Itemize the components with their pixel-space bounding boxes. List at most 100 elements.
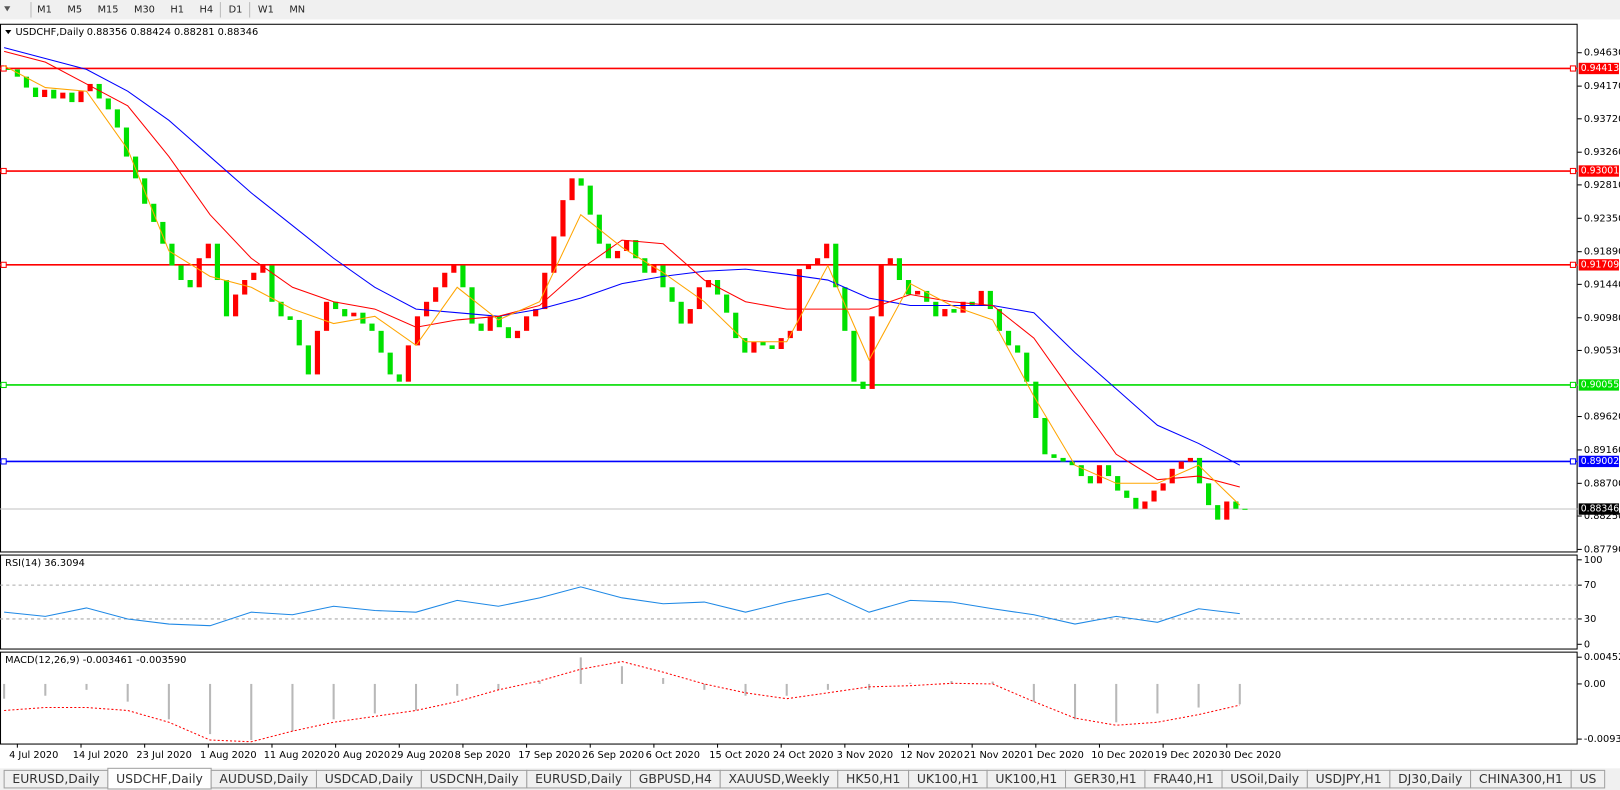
- rsi-line: [4, 586, 1240, 627]
- tab-label: AUDUSD,Daily: [219, 771, 308, 786]
- candle: [1096, 465, 1103, 484]
- rsi-pane: [0, 554, 1578, 650]
- candle: [487, 316, 493, 331]
- tab-label: USDCNH,Daily: [430, 771, 519, 786]
- line-anchor: [1569, 167, 1577, 175]
- collapse-arrow: [5, 29, 12, 35]
- candle: [505, 327, 511, 339]
- x-tick-label: 21 Nov 2020: [964, 750, 1027, 761]
- tab-label: HK50,H1: [846, 771, 900, 786]
- candle: [351, 312, 357, 317]
- candle: [1124, 490, 1130, 498]
- chart-tab[interactable]: USDCAD,Daily: [315, 769, 422, 789]
- chart-tab[interactable]: GBPUSD,H4: [630, 769, 721, 789]
- candle: [405, 345, 411, 382]
- candle: [342, 309, 348, 317]
- chart-tab[interactable]: US: [1570, 769, 1606, 789]
- x-tick-label: 24 Oct 2020: [773, 750, 834, 761]
- chart-tab[interactable]: GER30,H1: [1065, 769, 1146, 789]
- price-label-box: [1578, 62, 1619, 75]
- candle: [796, 269, 802, 331]
- chart-tab[interactable]: USDJPY,H1: [1306, 769, 1391, 789]
- main-pane: [0, 23, 1578, 553]
- chart-tab[interactable]: USDCHF,Daily: [107, 767, 212, 790]
- tab-label: GER30,H1: [1074, 771, 1137, 786]
- timeframe-button[interactable]: H4: [200, 4, 214, 15]
- candle: [533, 309, 539, 317]
- candle: [742, 338, 748, 353]
- chart-tab[interactable]: USDCNH,Daily: [420, 769, 528, 789]
- candle: [269, 265, 275, 302]
- candle: [1069, 461, 1075, 466]
- chart-tab[interactable]: CHINA300,H1: [1470, 769, 1572, 789]
- candle: [851, 330, 857, 382]
- candle: [51, 89, 57, 99]
- chart-tab[interactable]: EURUSD,Daily: [526, 769, 632, 789]
- tab-label: UK100,H1: [995, 771, 1057, 786]
- x-tick-label: 1 Aug 2020: [200, 750, 257, 761]
- timeframe-button[interactable]: M1: [37, 4, 52, 15]
- timeframe-button[interactable]: H1: [170, 4, 184, 15]
- chart-tab[interactable]: AUDUSD,Daily: [210, 769, 317, 789]
- candle: [587, 185, 593, 215]
- candle: [687, 309, 693, 324]
- candle: [551, 236, 557, 273]
- line-anchor: [1569, 381, 1577, 389]
- candle: [369, 323, 375, 331]
- candle: [333, 301, 339, 310]
- timeframe-button[interactable]: W1: [258, 4, 274, 15]
- candle: [805, 265, 812, 270]
- y-tick-label: 0.004527: [1584, 652, 1620, 663]
- timeframe-button[interactable]: M30: [134, 4, 155, 15]
- candle: [242, 280, 248, 295]
- candle: [1242, 508, 1248, 510]
- x-tick-label: 23 Jul 2020: [136, 750, 191, 761]
- candle: [23, 76, 30, 88]
- price-label-box: [1578, 379, 1619, 391]
- candle: [433, 287, 439, 302]
- line-anchor: [1569, 261, 1577, 268]
- candle: [887, 258, 893, 266]
- tab-label: EURUSD,Daily: [12, 771, 99, 786]
- toolbar: [0, 0, 1620, 20]
- moving-average: [3, 65, 1241, 506]
- tab-background: [1570, 769, 1606, 789]
- candle: [1142, 501, 1148, 509]
- moving-average: [4, 47, 1241, 466]
- candle: [205, 243, 211, 259]
- candle: [1051, 454, 1057, 458]
- y-tick-label: 100: [1584, 555, 1603, 566]
- candle: [278, 301, 284, 317]
- x-tick-label: 30 Dec 2020: [1219, 750, 1282, 761]
- candle: [896, 258, 902, 281]
- chart-tab[interactable]: FRA40,H1: [1144, 769, 1223, 789]
- candle: [1078, 465, 1084, 477]
- timeframe-button[interactable]: M15: [98, 4, 119, 15]
- chart-tab[interactable]: DJ30,Daily: [1389, 769, 1472, 789]
- candle: [460, 265, 466, 288]
- x-tick-label: 1 Dec 2020: [1028, 750, 1084, 761]
- timeframe-button[interactable]: M5: [67, 4, 82, 15]
- chart-tab[interactable]: USOil,Daily: [1221, 769, 1308, 789]
- price-label-box: [1578, 503, 1619, 515]
- chart-tab[interactable]: EURUSD,Daily: [3, 769, 109, 789]
- candle: [678, 301, 684, 324]
- x-tick-label: 14 Jul 2020: [73, 750, 128, 761]
- candle: [260, 265, 266, 273]
- chart-tab[interactable]: UK100,H1: [908, 769, 988, 789]
- chart-tab[interactable]: UK100,H1: [986, 769, 1067, 789]
- timeframe-button[interactable]: D1: [229, 4, 243, 15]
- y-tick-label: 0.00: [1584, 679, 1606, 690]
- candle: [423, 301, 430, 317]
- chart-tab[interactable]: XAUUSD,Weekly: [719, 769, 839, 789]
- x-tick-label: 20 Aug 2020: [327, 750, 390, 761]
- chart-tab[interactable]: HK50,H1: [837, 769, 910, 789]
- timeframe-button[interactable]: MN: [289, 4, 305, 15]
- toolbar-icon: [4, 6, 11, 12]
- line-anchor: [1569, 458, 1577, 465]
